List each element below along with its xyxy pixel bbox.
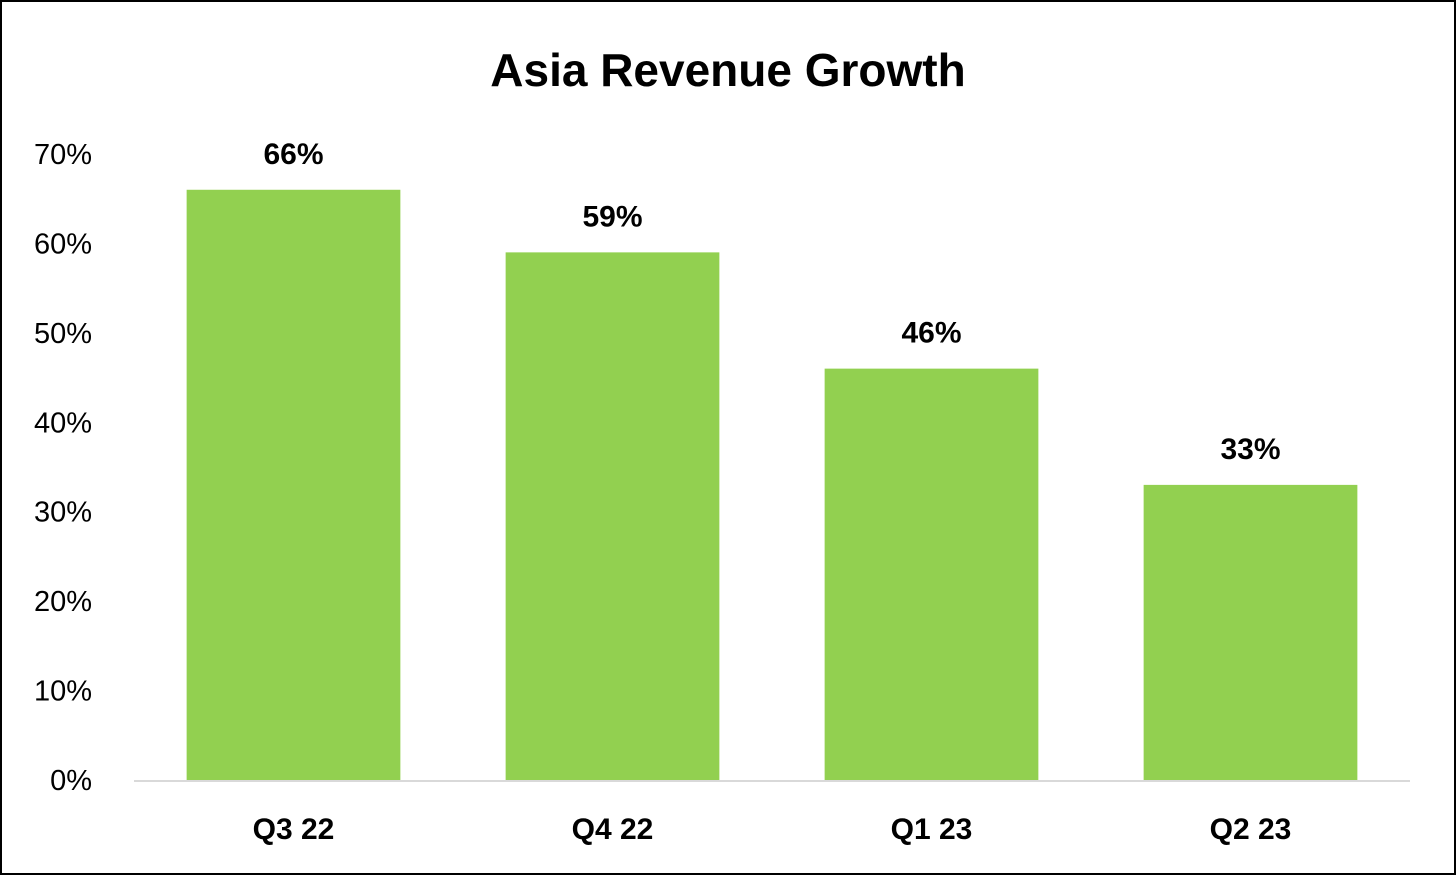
chart-title: Asia Revenue Growth: [490, 44, 966, 96]
data-labels-group: 66% 59% 46% 33%: [263, 138, 1280, 466]
bar: [186, 189, 401, 780]
bar-data-label: 33%: [1220, 433, 1280, 466]
y-axis-tick-labels: 0% 10% 20% 30% 40% 50% 60% 70%: [34, 139, 92, 797]
y-tick-label: 70%: [34, 139, 92, 171]
y-tick-label: 60%: [34, 228, 92, 260]
x-category-label: Q1 23: [891, 813, 973, 846]
bar: [824, 368, 1039, 780]
bar: [505, 252, 720, 780]
y-tick-label: 40%: [34, 407, 92, 439]
bars-group: [186, 189, 1358, 780]
x-category-label: Q4 22: [572, 813, 654, 846]
y-tick-label: 30%: [34, 497, 92, 529]
x-category-label: Q3 22: [253, 813, 335, 846]
y-tick-label: 0%: [50, 765, 92, 797]
bar: [1143, 484, 1358, 780]
x-category-label: Q2 23: [1210, 813, 1292, 846]
y-tick-label: 20%: [34, 586, 92, 618]
bar-data-label: 66%: [263, 138, 323, 171]
x-axis-category-labels: Q3 22 Q4 22 Q1 23 Q2 23: [253, 813, 1292, 846]
y-tick-label: 50%: [34, 318, 92, 350]
bar-data-label: 59%: [582, 200, 642, 233]
bar-data-label: 46%: [901, 317, 961, 350]
y-tick-label: 10%: [34, 676, 92, 708]
